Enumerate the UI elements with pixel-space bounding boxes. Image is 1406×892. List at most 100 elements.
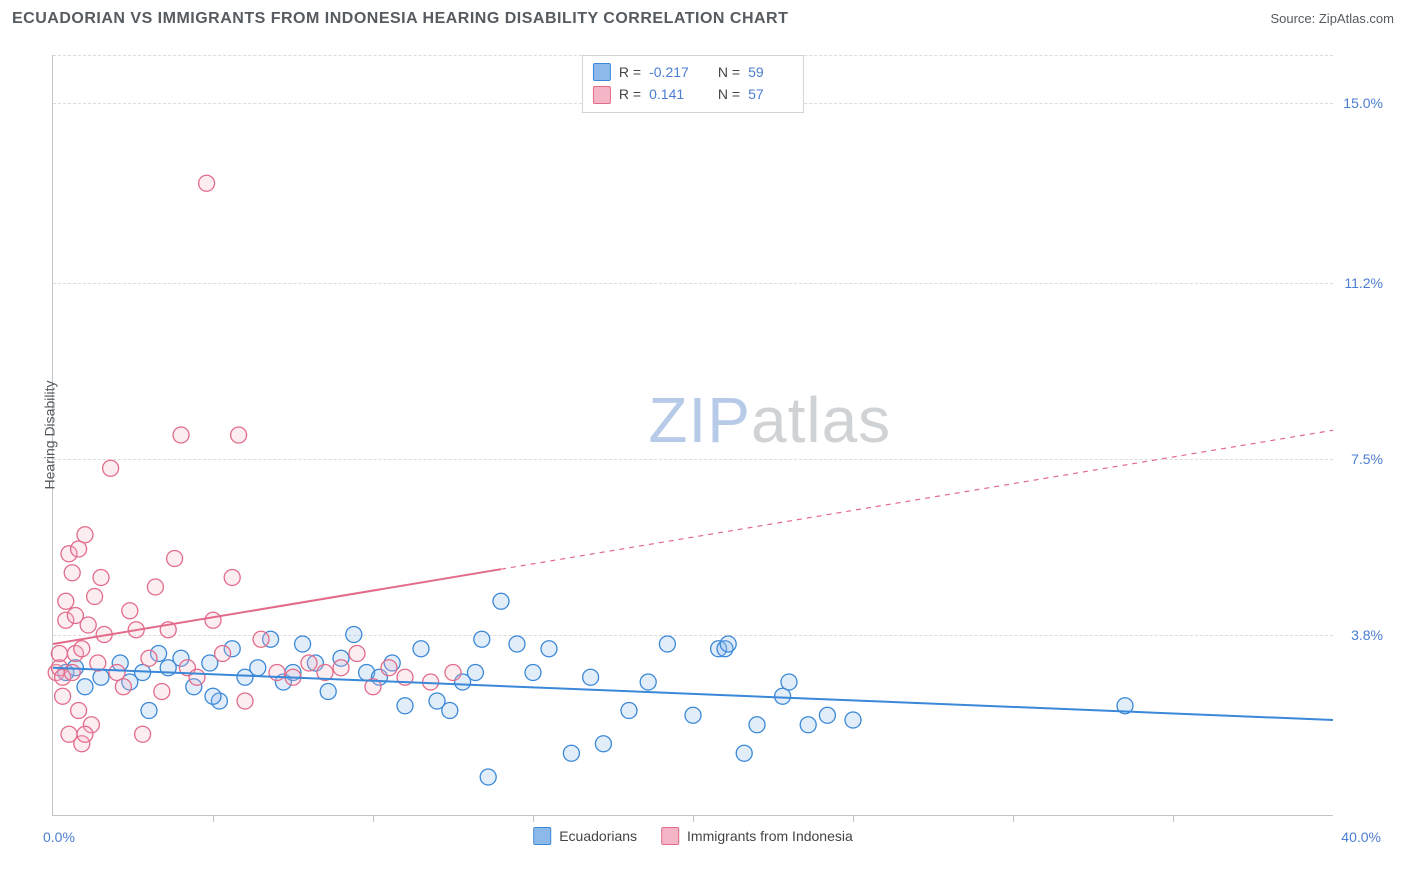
scatter-point (333, 660, 349, 676)
scatter-point (250, 660, 266, 676)
scatter-point (775, 688, 791, 704)
scatter-point (301, 655, 317, 671)
scatter-point (147, 579, 163, 595)
x-tick (1013, 815, 1014, 822)
source-name: ZipAtlas.com (1319, 11, 1394, 26)
scatter-point (381, 660, 397, 676)
scatter-point (685, 707, 701, 723)
r-value: 0.141 (649, 83, 694, 105)
scatter-point (749, 717, 765, 733)
r-label: R = (619, 61, 641, 83)
legend-swatch (593, 63, 611, 81)
scatter-point (189, 669, 205, 685)
scatter-point (640, 674, 656, 690)
stats-row: R = 0.141 N = 57 (593, 83, 793, 105)
chart-container: Hearing Disability 3.8%7.5%11.2%15.0% ZI… (52, 55, 1382, 825)
x-tick (853, 815, 854, 822)
legend-item: Immigrants from Indonesia (661, 827, 853, 845)
scatter-point (349, 646, 365, 662)
scatter-point (237, 693, 253, 709)
scatter-point (93, 669, 109, 685)
scatter-point (87, 589, 103, 605)
scatter-point (480, 769, 496, 785)
scatter-point (77, 679, 93, 695)
scatter-point (64, 565, 80, 581)
x-tick (533, 815, 534, 822)
y-tick-label: 3.8% (1335, 627, 1383, 643)
scatter-point (595, 736, 611, 752)
scatter-point (205, 612, 221, 628)
scatter-point (525, 665, 541, 681)
scatter-point (141, 650, 157, 666)
scatter-point (71, 541, 87, 557)
y-tick-label: 7.5% (1335, 451, 1383, 467)
scatter-point (231, 427, 247, 443)
x-tick (213, 815, 214, 822)
scatter-point (320, 684, 336, 700)
legend-swatch (661, 827, 679, 845)
chart-source: Source: ZipAtlas.com (1270, 11, 1394, 26)
r-label: R = (619, 83, 641, 105)
scatter-point (77, 726, 93, 742)
y-tick-label: 15.0% (1335, 95, 1383, 111)
scatter-point (445, 665, 461, 681)
trend-line-solid (53, 569, 501, 644)
scatter-point (154, 684, 170, 700)
legend-label: Immigrants from Indonesia (687, 828, 853, 844)
scatter-point (467, 665, 483, 681)
series-legend: Ecuadorians Immigrants from Indonesia (533, 827, 853, 845)
scatter-point (109, 665, 125, 681)
scatter-point (64, 665, 80, 681)
scatter-point (474, 631, 490, 647)
chart-title: ECUADORIAN VS IMMIGRANTS FROM INDONESIA … (12, 10, 788, 28)
scatter-point (55, 688, 71, 704)
stats-legend: R = -0.217 N = 59R = 0.141 N = 57 (582, 55, 804, 113)
n-label: N = (718, 61, 740, 83)
scatter-point (253, 631, 269, 647)
scatter-point (74, 641, 90, 657)
scatter-point (346, 627, 362, 643)
legend-item: Ecuadorians (533, 827, 637, 845)
scatter-point (115, 679, 131, 695)
x-axis-max-label: 40.0% (1341, 829, 1381, 845)
x-tick (693, 815, 694, 822)
scatter-point (51, 646, 67, 662)
scatter-point (541, 641, 557, 657)
trend-line-dashed (501, 430, 1333, 569)
scatter-point (413, 641, 429, 657)
x-tick (373, 815, 374, 822)
scatter-point (621, 703, 637, 719)
scatter-point (800, 717, 816, 733)
scatter-svg (53, 55, 1333, 815)
scatter-point (659, 636, 675, 652)
scatter-point (71, 703, 87, 719)
y-tick-label: 11.2% (1335, 275, 1383, 291)
scatter-point (845, 712, 861, 728)
scatter-point (442, 703, 458, 719)
scatter-point (397, 698, 413, 714)
scatter-point (93, 570, 109, 586)
stats-row: R = -0.217 N = 59 (593, 61, 793, 83)
scatter-point (167, 551, 183, 567)
x-tick (1173, 815, 1174, 822)
scatter-point (736, 745, 752, 761)
scatter-point (781, 674, 797, 690)
x-axis-min-label: 0.0% (43, 829, 75, 845)
scatter-point (199, 175, 215, 191)
legend-swatch (533, 827, 551, 845)
scatter-point (77, 527, 93, 543)
scatter-point (141, 703, 157, 719)
scatter-point (493, 593, 509, 609)
scatter-point (819, 707, 835, 723)
r-value: -0.217 (649, 61, 694, 83)
legend-label: Ecuadorians (559, 828, 637, 844)
plot-area: Hearing Disability 3.8%7.5%11.2%15.0% ZI… (52, 55, 1333, 816)
scatter-point (103, 460, 119, 476)
scatter-point (122, 603, 138, 619)
scatter-point (215, 646, 231, 662)
scatter-point (173, 427, 189, 443)
legend-swatch (593, 86, 611, 104)
n-label: N = (718, 83, 740, 105)
scatter-point (58, 593, 74, 609)
scatter-point (224, 570, 240, 586)
